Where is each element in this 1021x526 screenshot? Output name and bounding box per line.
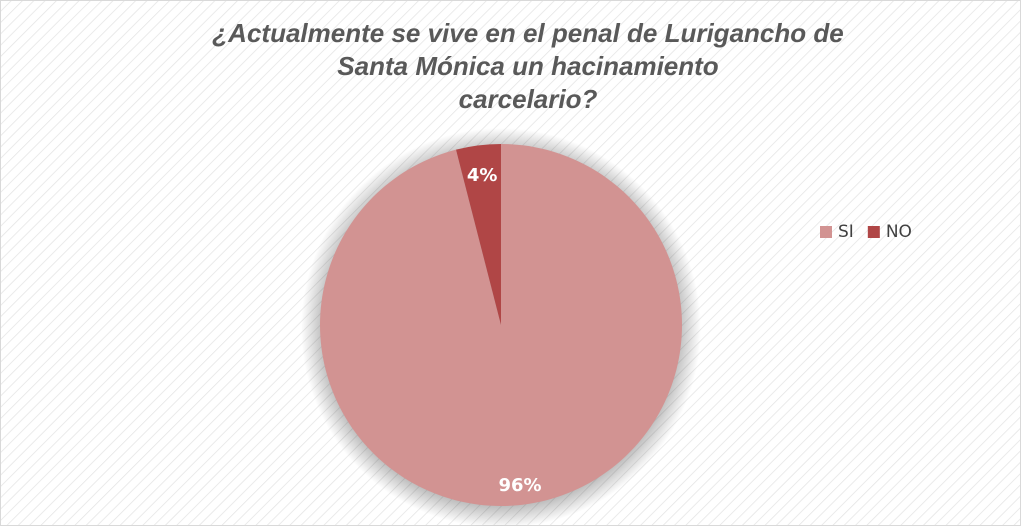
legend-label: SI [838,222,854,242]
legend-swatch [867,226,880,238]
chart-title: carcelario? [459,84,598,114]
chart-title: ¿Actualmente se vive en el penal de Luri… [212,18,843,48]
chart-title: Santa Mónica un hacinamiento [337,51,719,81]
data-label: 96% [498,475,541,496]
pie-slice [455,144,501,325]
data-label: 4% [467,165,498,186]
legend-swatch [820,226,832,238]
legend-label: NO [886,222,912,242]
